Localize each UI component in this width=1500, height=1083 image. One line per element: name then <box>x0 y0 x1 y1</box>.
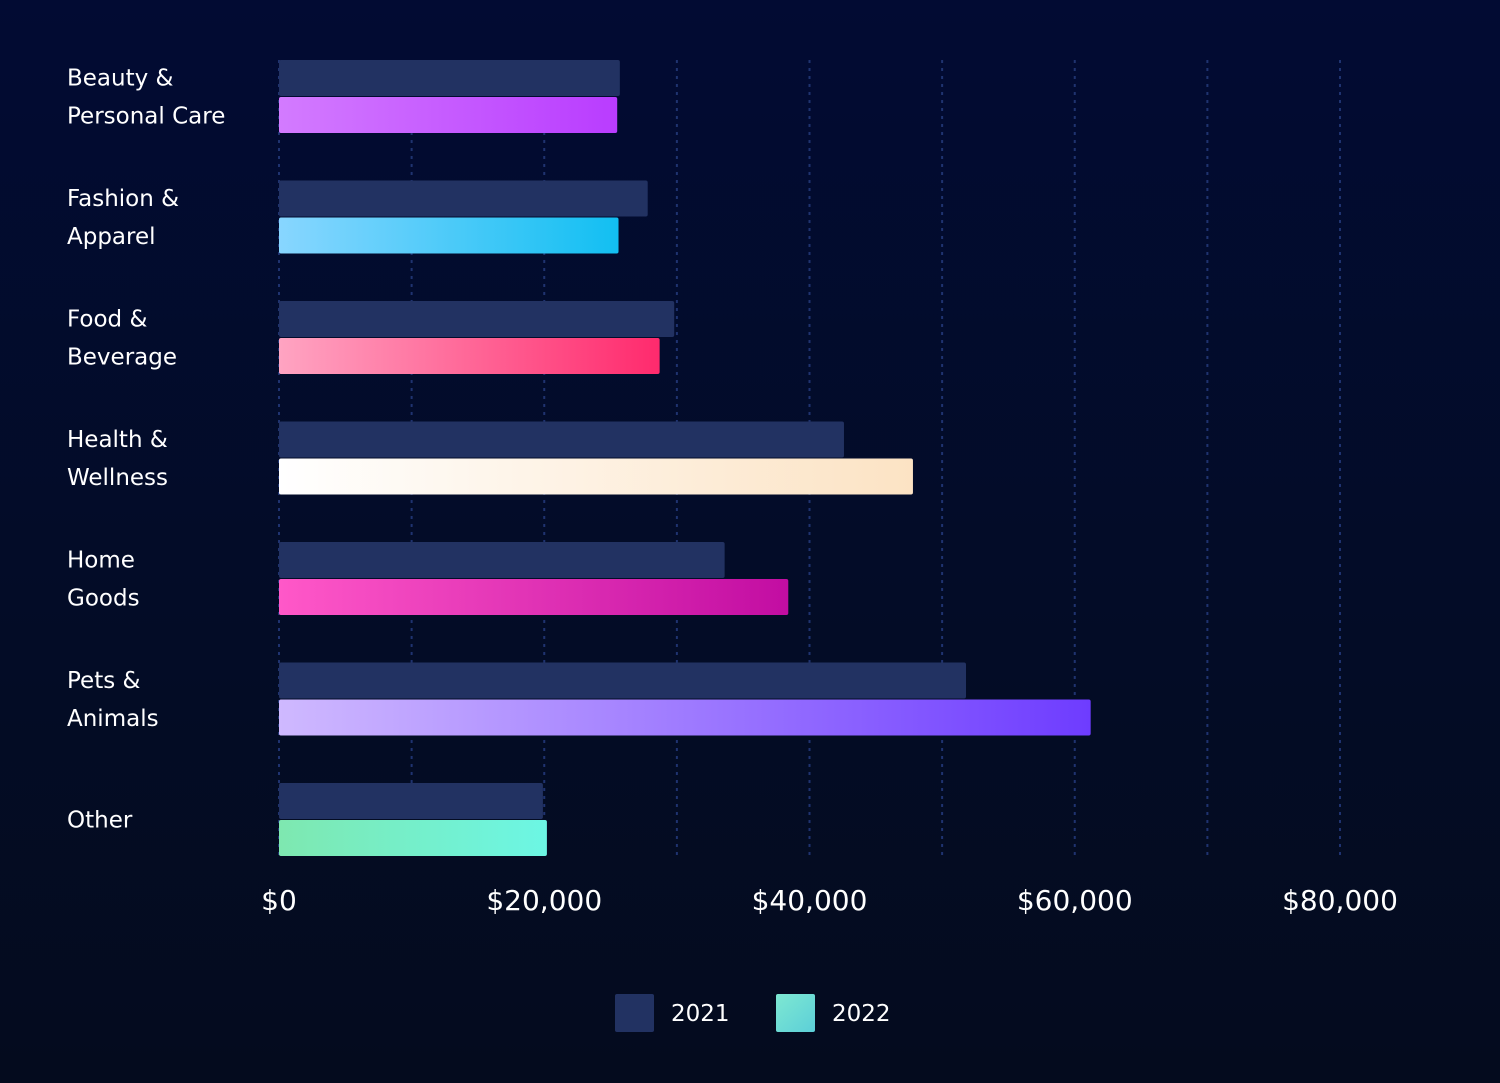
x-tick-label: $40,000 <box>752 884 868 917</box>
bar-2021 <box>279 783 543 819</box>
legend-swatch <box>776 994 815 1032</box>
x-axis-ticks: $0 $20,000 $40,000 $60,000 $80,000 <box>261 884 1398 917</box>
bar-2021 <box>279 180 648 217</box>
bar-2022 <box>279 458 913 495</box>
category-label: Apparel <box>67 224 156 250</box>
category-label: Wellness <box>67 465 168 491</box>
category-label: Other <box>67 808 133 834</box>
category-label: Beauty & <box>67 66 174 92</box>
bar-2021 <box>279 301 675 337</box>
x-tick-label: $0 <box>261 884 297 917</box>
category-label: Pets & <box>67 668 141 694</box>
x-tick-label: $20,000 <box>486 884 602 917</box>
category-labels: Beauty & Personal Care Fashion & Apparel Foo… <box>67 66 225 834</box>
bar-2022 <box>279 217 619 254</box>
category-label: Health & <box>67 427 168 453</box>
bar-2022 <box>279 579 789 615</box>
category-label: Animals <box>67 706 159 732</box>
category-label: Personal Care <box>67 104 225 130</box>
legend-label: 2021 <box>671 1001 730 1027</box>
grid-lines <box>278 60 1341 856</box>
bar-2021 <box>279 662 966 699</box>
legend: 2021 2022 <box>615 994 891 1032</box>
x-tick-label: $60,000 <box>1017 884 1133 917</box>
bar-2021 <box>279 421 844 458</box>
bar-2022 <box>279 820 547 856</box>
category-label: Home <box>67 548 135 574</box>
bars <box>279 60 1091 856</box>
bar-2021 <box>279 542 725 578</box>
legend-label: 2022 <box>832 1001 891 1027</box>
bar-2022 <box>279 97 618 133</box>
category-label: Fashion & <box>67 186 179 212</box>
bar-2022 <box>279 699 1091 736</box>
x-tick-label: $80,000 <box>1282 884 1398 917</box>
bar-2022 <box>279 338 660 374</box>
legend-swatch <box>615 994 654 1032</box>
category-label: Beverage <box>67 345 177 371</box>
category-label: Goods <box>67 586 140 612</box>
category-label: Food & <box>67 307 147 333</box>
bar-2021 <box>279 60 620 96</box>
